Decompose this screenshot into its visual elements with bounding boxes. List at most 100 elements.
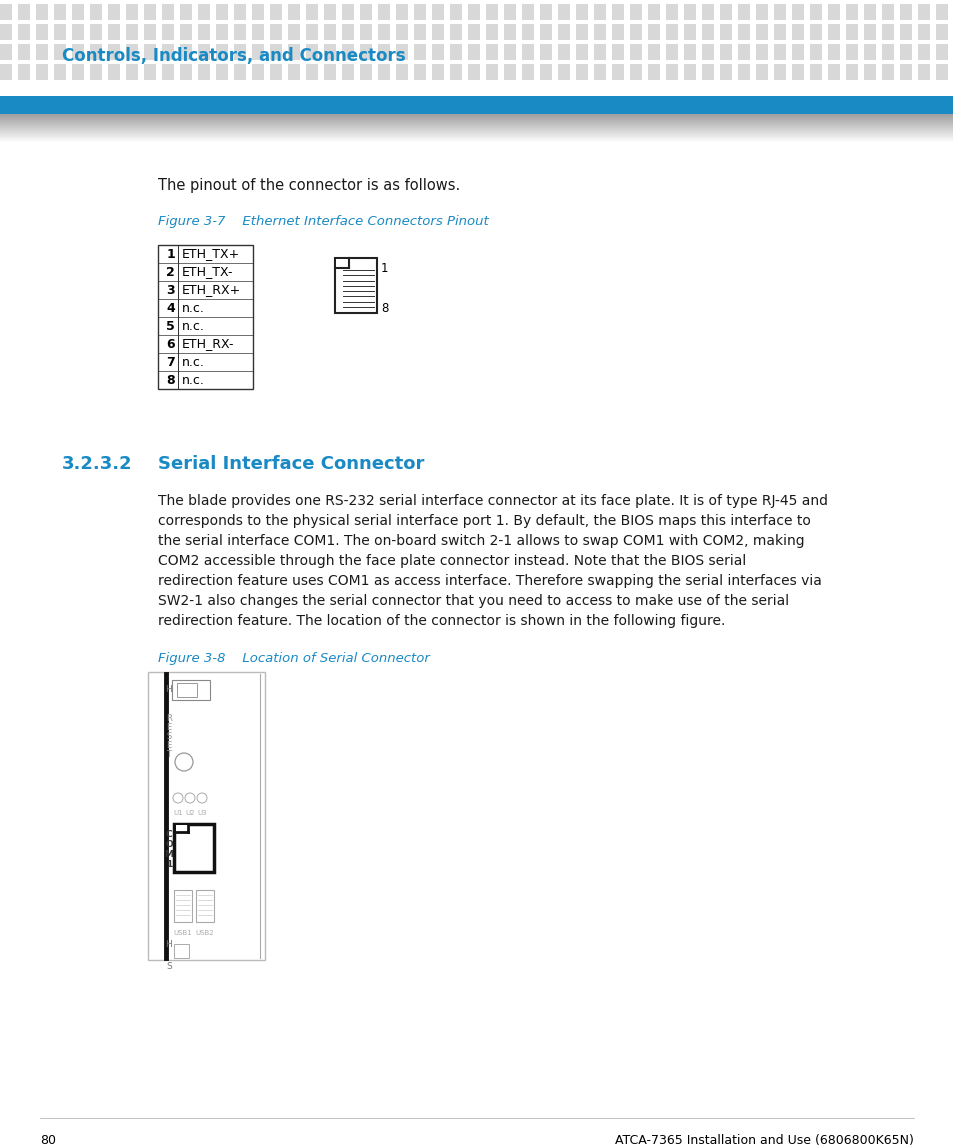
Bar	[341, 64, 354, 80]
Text: H: H	[166, 940, 172, 949]
Bar	[683, 24, 696, 40]
Bar	[773, 3, 785, 19]
Bar	[845, 64, 857, 80]
Text: H: H	[166, 686, 172, 695]
Bar	[521, 24, 534, 40]
Bar	[36, 3, 48, 19]
Text: Figure 3-8    Location of Serial Connector: Figure 3-8 Location of Serial Connector	[158, 652, 430, 665]
Bar	[395, 3, 408, 19]
Text: O: O	[165, 840, 172, 848]
Circle shape	[185, 793, 194, 803]
Bar	[252, 3, 264, 19]
Bar	[173, 890, 192, 922]
Bar	[270, 3, 282, 19]
Bar	[324, 3, 335, 19]
Bar	[18, 24, 30, 40]
Bar	[576, 24, 587, 40]
Bar	[576, 44, 587, 60]
Text: USB2: USB2	[195, 930, 214, 935]
Text: E: E	[166, 741, 172, 750]
Bar	[665, 64, 678, 80]
Bar	[180, 44, 192, 60]
Bar	[468, 3, 479, 19]
Bar	[629, 64, 641, 80]
Bar	[377, 64, 390, 80]
Bar	[18, 3, 30, 19]
Text: redirection feature uses COM1 as access interface. Therefore swapping the serial: redirection feature uses COM1 as access …	[158, 574, 821, 589]
Bar	[845, 24, 857, 40]
Bar	[324, 64, 335, 80]
Bar	[594, 64, 605, 80]
Bar	[270, 24, 282, 40]
Bar	[809, 3, 821, 19]
Bar	[935, 24, 947, 40]
Bar	[377, 3, 390, 19]
Bar	[233, 44, 246, 60]
Bar	[54, 44, 66, 60]
Text: S: S	[166, 732, 172, 741]
Bar	[863, 44, 875, 60]
Bar	[377, 24, 390, 40]
Bar	[414, 3, 426, 19]
Bar	[503, 3, 516, 19]
Bar	[899, 64, 911, 80]
Bar	[647, 44, 659, 60]
Text: U3: U3	[197, 810, 207, 816]
Bar	[629, 24, 641, 40]
Bar	[468, 64, 479, 80]
Bar	[18, 64, 30, 80]
Bar	[738, 3, 749, 19]
Bar	[377, 44, 390, 60]
Bar	[180, 64, 192, 80]
Bar	[882, 64, 893, 80]
Bar	[288, 24, 299, 40]
Text: 3: 3	[166, 284, 174, 297]
Bar	[720, 3, 731, 19]
Bar	[773, 64, 785, 80]
Text: n.c.: n.c.	[182, 301, 205, 315]
Text: Serial Interface Connector: Serial Interface Connector	[158, 455, 424, 473]
Bar	[558, 64, 569, 80]
Text: ETH_RX-: ETH_RX-	[182, 338, 234, 350]
Bar	[341, 44, 354, 60]
Bar	[665, 24, 678, 40]
Bar	[809, 24, 821, 40]
Bar	[144, 24, 156, 40]
Bar	[720, 44, 731, 60]
Bar	[215, 24, 228, 40]
Bar	[917, 3, 929, 19]
Bar	[90, 24, 102, 40]
Bar	[162, 64, 173, 80]
Text: redirection feature. The location of the connector is shown in the following fig: redirection feature. The location of the…	[158, 614, 724, 627]
Bar	[450, 24, 461, 40]
Bar	[558, 3, 569, 19]
Bar	[539, 64, 552, 80]
Bar	[108, 3, 120, 19]
Bar	[414, 64, 426, 80]
Bar	[899, 44, 911, 60]
Circle shape	[196, 793, 207, 803]
Text: 1: 1	[166, 860, 172, 869]
Bar	[432, 24, 443, 40]
Bar	[335, 259, 350, 269]
Bar	[539, 44, 552, 60]
Bar	[629, 3, 641, 19]
Bar	[612, 3, 623, 19]
Bar	[612, 44, 623, 60]
Bar	[503, 24, 516, 40]
Bar	[683, 64, 696, 80]
Bar	[233, 3, 246, 19]
Bar	[215, 44, 228, 60]
Bar	[773, 44, 785, 60]
Bar	[791, 44, 803, 60]
Bar	[791, 64, 803, 80]
Bar	[108, 44, 120, 60]
Bar	[665, 3, 678, 19]
Text: ETH_TX+: ETH_TX+	[182, 247, 240, 261]
Bar	[917, 44, 929, 60]
Bar	[108, 64, 120, 80]
Text: 6: 6	[166, 338, 174, 350]
Bar	[935, 64, 947, 80]
Bar	[36, 64, 48, 80]
Bar	[233, 24, 246, 40]
